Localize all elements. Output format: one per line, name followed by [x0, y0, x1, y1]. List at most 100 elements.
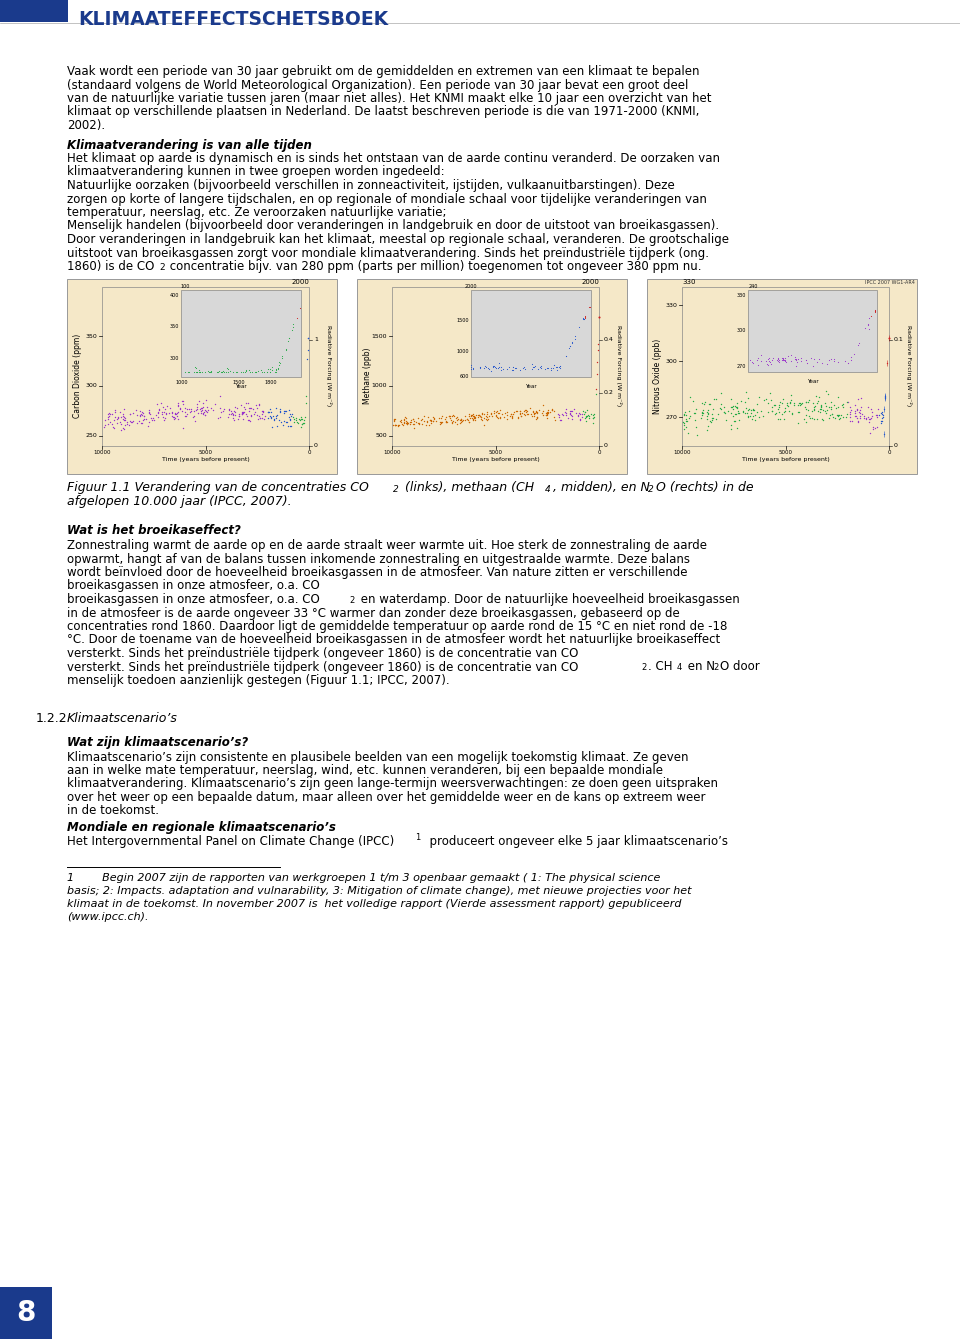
Text: 300: 300 — [85, 383, 97, 388]
Text: Nitrous Oxide (ppb): Nitrous Oxide (ppb) — [653, 339, 661, 414]
Text: . CH: . CH — [648, 660, 673, 674]
Bar — [67, 279, 337, 474]
Text: 1000: 1000 — [176, 380, 188, 384]
Text: Klimaatscenario’s zijn consistente en plausibele beelden van een mogelijk toekom: Klimaatscenario’s zijn consistente en pl… — [67, 750, 688, 763]
Text: 5000: 5000 — [199, 450, 212, 455]
Text: 1860) is de CO: 1860) is de CO — [67, 260, 155, 273]
Text: Methane (ppb): Methane (ppb) — [363, 348, 372, 404]
Text: klimaat op verschillende plaatsen in Nederland. De laatst beschreven periode is : klimaat op verschillende plaatsen in Ned… — [67, 106, 700, 118]
Text: Menselijk handelen (bijvoorbeeld door veranderingen in landgebruik en door de ui: Menselijk handelen (bijvoorbeeld door ve… — [67, 220, 719, 233]
Text: 10000: 10000 — [93, 450, 110, 455]
Text: 1: 1 — [415, 833, 420, 841]
Text: Het Intergovernmental Panel on Climate Change (IPCC): Het Intergovernmental Panel on Climate C… — [67, 836, 395, 849]
Text: Time (years before present): Time (years before present) — [161, 458, 250, 462]
Text: uitstoot van broeikasgassen zorgt voor mondiale klimaatverandering. Sinds het pr: uitstoot van broeikasgassen zorgt voor m… — [67, 246, 709, 260]
Text: zorgen op korte of langere tijdschalen, en op regionale of mondiale schaal voor : zorgen op korte of langere tijdschalen, … — [67, 193, 707, 205]
Text: opwarmt, hangt af van de balans tussen inkomende zonnestraling en uitgestraalde : opwarmt, hangt af van de balans tussen i… — [67, 553, 690, 565]
Text: , midden), en N: , midden), en N — [553, 482, 650, 494]
Text: basis; 2: Impacts. adaptation and vulnarability, 3: Mitigation of climate change: basis; 2: Impacts. adaptation and vulnar… — [67, 886, 691, 896]
Text: Radiative Forcing (W m⁻²): Radiative Forcing (W m⁻²) — [616, 325, 622, 407]
Text: 0: 0 — [597, 450, 601, 455]
Text: Mondiale en regionale klimaatscenario’s: Mondiale en regionale klimaatscenario’s — [67, 821, 336, 834]
Text: Natuurlijke oorzaken (bijvoorbeeld verschillen in zonneactiviteit, ijstijden, vu: Natuurlijke oorzaken (bijvoorbeeld versc… — [67, 179, 675, 191]
Text: IPCC 2007 WG1-AR4: IPCC 2007 WG1-AR4 — [865, 280, 915, 285]
Text: versterkt. Sinds het preïndustriële tijdperk (ongeveer 1860) is de concentratie : versterkt. Sinds het preïndustriële tijd… — [67, 660, 578, 674]
Text: temperatuur, neerslag, etc. Ze veroorzaken natuurlijke variatie;: temperatuur, neerslag, etc. Ze veroorzak… — [67, 206, 446, 220]
Text: wordt beïnvloed door de hoeveelheid broeikasgassen in de atmosfeer. Van nature z: wordt beïnvloed door de hoeveelheid broe… — [67, 566, 687, 578]
Text: 300: 300 — [737, 328, 746, 333]
Text: afgelopen 10.000 jaar (IPCC, 2007).: afgelopen 10.000 jaar (IPCC, 2007). — [67, 495, 292, 507]
Text: 600: 600 — [459, 375, 468, 379]
Text: (www.ipcc.ch).: (www.ipcc.ch). — [67, 912, 149, 923]
Text: 2: 2 — [648, 486, 654, 494]
Text: 1500: 1500 — [456, 319, 468, 323]
Text: 2: 2 — [349, 596, 354, 605]
Text: 2000: 2000 — [291, 279, 309, 284]
Bar — [357, 279, 627, 474]
Text: 1000: 1000 — [456, 349, 468, 355]
Text: KLIMAATEFFECTSCHETSBOEK: KLIMAATEFFECTSCHETSBOEK — [78, 9, 388, 29]
Bar — [470, 289, 590, 378]
Text: 2002).: 2002). — [67, 119, 106, 133]
Text: 2: 2 — [393, 486, 398, 494]
Text: 4: 4 — [677, 664, 683, 672]
Text: O (rechts) in de: O (rechts) in de — [656, 482, 754, 494]
Text: 2: 2 — [159, 262, 164, 272]
Text: 1.2.2: 1.2.2 — [36, 712, 67, 726]
Text: over het weer op een bepaalde datum, maar alleen over het gemiddelde weer en de : over het weer op een bepaalde datum, maa… — [67, 791, 706, 803]
Text: Year: Year — [525, 384, 537, 388]
Text: 2: 2 — [641, 664, 646, 672]
Text: 400: 400 — [169, 293, 179, 299]
Bar — [0, 1287, 52, 1339]
Text: Klimaatverandering is van alle tijden: Klimaatverandering is van alle tijden — [67, 138, 312, 151]
Text: van de natuurlijke variatie tussen jaren (maar niet alles). Het KNMI maakt elke : van de natuurlijke variatie tussen jaren… — [67, 92, 711, 104]
Text: 1500: 1500 — [372, 333, 387, 339]
Text: 1: 1 — [314, 337, 318, 341]
Text: 5000: 5000 — [779, 450, 793, 455]
Text: klimaat in de toekomst. In november 2007 is  het volledige rapport (Vierde asses: klimaat in de toekomst. In november 2007… — [67, 898, 682, 909]
Bar — [102, 287, 309, 446]
Text: Door veranderingen in landgebruik kan het klimaat, meestal op regionale schaal, : Door veranderingen in landgebruik kan he… — [67, 233, 729, 246]
Text: produceert ongeveer elke 5 jaar klimaatscenario’s: produceert ongeveer elke 5 jaar klimaats… — [422, 836, 728, 849]
Text: 1        Begin 2007 zijn de rapporten van werkgroepen 1 t/m 3 openbaar gemaakt (: 1 Begin 2007 zijn de rapporten van werkg… — [67, 873, 660, 882]
Text: Figuur 1.1 Verandering van de concentraties CO: Figuur 1.1 Verandering van de concentrat… — [67, 482, 369, 494]
Text: Wat is het broeikaseffect?: Wat is het broeikaseffect? — [67, 525, 241, 537]
Text: 5000: 5000 — [489, 450, 502, 455]
Text: 8: 8 — [16, 1299, 36, 1327]
Text: °C. Door de toename van de hoeveelheid broeikasgassen in de atmosfeer wordt het : °C. Door de toename van de hoeveelheid b… — [67, 633, 720, 647]
Text: versterkt. Sinds het preïndustriële tijdperk (ongeveer 1860) is de concentratie : versterkt. Sinds het preïndustriële tijd… — [67, 647, 578, 660]
Text: Wat zijn klimaatscenario’s?: Wat zijn klimaatscenario’s? — [67, 736, 249, 749]
Text: 10000: 10000 — [383, 450, 400, 455]
Bar — [180, 289, 300, 378]
Text: O door: O door — [720, 660, 759, 674]
Text: Radiative Forcing (W m⁻²): Radiative Forcing (W m⁻²) — [326, 325, 332, 407]
Text: 240: 240 — [748, 284, 757, 288]
Text: 0: 0 — [604, 443, 608, 449]
Text: in de toekomst.: in de toekomst. — [67, 805, 159, 818]
Bar — [392, 287, 599, 446]
Text: concentraties rond 1860. Daardoor ligt de gemiddelde temperatuur op aarde rond d: concentraties rond 1860. Daardoor ligt d… — [67, 620, 728, 633]
Text: 330: 330 — [737, 293, 746, 297]
Text: Time (years before present): Time (years before present) — [742, 458, 829, 462]
Text: 330: 330 — [665, 303, 677, 308]
Text: 300: 300 — [665, 359, 677, 364]
Text: in de atmosfeer is de aarde ongeveer 33 °C warmer dan zonder deze broeikasgassen: in de atmosfeer is de aarde ongeveer 33 … — [67, 607, 680, 620]
Text: menselijk toedoen aanzienlijk gestegen (Figuur 1.1; IPCC, 2007).: menselijk toedoen aanzienlijk gestegen (… — [67, 674, 449, 687]
Text: Vaak wordt een periode van 30 jaar gebruikt om de gemiddelden en extremen van ee: Vaak wordt een periode van 30 jaar gebru… — [67, 66, 700, 78]
Text: 0.2: 0.2 — [604, 390, 613, 395]
Text: en N: en N — [684, 660, 715, 674]
Text: Carbon Dioxide (ppm): Carbon Dioxide (ppm) — [73, 333, 82, 418]
Text: 4: 4 — [545, 486, 551, 494]
Bar — [0, 0, 68, 21]
Text: Zonnestraling warmt de aarde op en de aarde straalt weer warmte uit. Hoe sterk d: Zonnestraling warmt de aarde op en de aa… — [67, 540, 707, 552]
Text: 0.1: 0.1 — [894, 337, 903, 341]
Text: en waterdamp. Door de natuurlijke hoeveelheid broeikasgassen: en waterdamp. Door de natuurlijke hoevee… — [357, 593, 740, 607]
Text: 0.4: 0.4 — [604, 337, 613, 341]
Text: 1500: 1500 — [232, 380, 245, 384]
Text: 350: 350 — [85, 333, 97, 339]
Text: concentratie bijv. van 280 ppm (parts per million) toegenomen tot ongeveer 380 p: concentratie bijv. van 280 ppm (parts pe… — [166, 260, 702, 273]
Text: 10000: 10000 — [673, 450, 691, 455]
Text: 270: 270 — [665, 415, 677, 420]
Text: klimaatverandering. Klimaatscenario’s zijn geen lange-termijn weersverwachtingen: klimaatverandering. Klimaatscenario’s zi… — [67, 778, 718, 790]
Text: 350: 350 — [169, 324, 179, 329]
